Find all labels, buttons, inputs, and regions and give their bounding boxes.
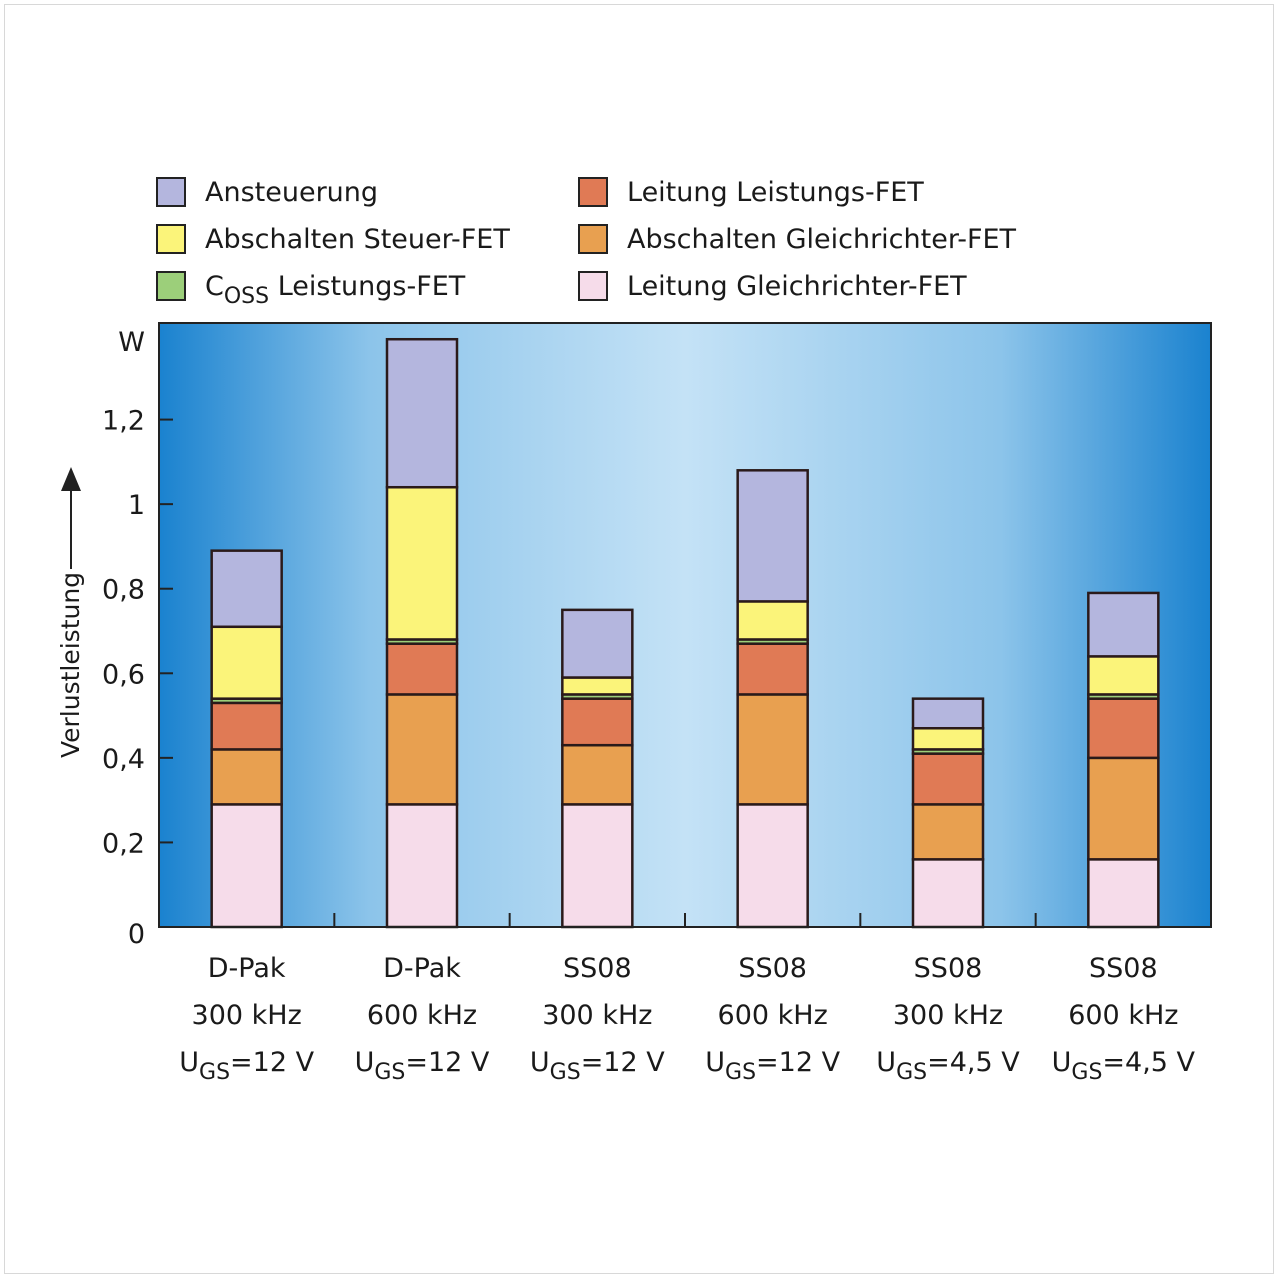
bar-segment-abschalten-steuer-fet xyxy=(561,676,634,696)
bar-segment-abschalten-gleichrichter-fet xyxy=(210,748,283,806)
x-tick-label: 600 kHz xyxy=(1068,1000,1178,1031)
y-axis-title: Verlustleistung xyxy=(56,467,85,758)
x-tick-label: D-Pak xyxy=(383,953,461,984)
bar-segment-abschalten-steuer-fet xyxy=(911,727,985,751)
bar-segment-leitung-gleichrichter-fet xyxy=(911,858,985,929)
bar-stack-4 xyxy=(736,469,809,929)
bar-segment-abschalten-gleichrichter-fet xyxy=(736,693,809,806)
y-tick-label: 0,4 xyxy=(102,744,145,775)
bar-segment-leitung-gleichrichter-fet xyxy=(210,803,283,929)
plot-area xyxy=(158,322,1212,928)
bar-stack-1 xyxy=(210,549,283,929)
bar-segment-ansteuerung xyxy=(385,337,459,489)
bar-segment-leitung-gleichrichter-fet xyxy=(561,803,634,929)
legend-label: Ansteuerung xyxy=(205,177,378,208)
y-axis-arrow-icon xyxy=(61,467,81,491)
y-tick-label: 0,2 xyxy=(102,828,145,859)
bar-segment-leitung-leistungs-fet xyxy=(1087,697,1160,760)
x-tick-label: 600 kHz xyxy=(367,1000,477,1031)
legend-item-abschalten-steuer-fet: Abschalten Steuer-FET xyxy=(156,224,510,255)
legend-item-abschalten-gleichrichter-fet: Abschalten Gleichrichter-FET xyxy=(578,224,1017,255)
x-tick-label: D-Pak xyxy=(208,953,286,984)
bar-stack-6 xyxy=(1087,591,1160,929)
y-unit-label: W xyxy=(118,327,145,358)
x-tick-label: SS08 xyxy=(1089,953,1158,984)
bar-segment-leitung-leistungs-fet xyxy=(561,697,634,747)
legend-swatch xyxy=(156,224,186,254)
x-tick-label: 600 kHz xyxy=(718,1000,828,1031)
legend-item-leitung-gleichrichter-fet: Leitung Gleichrichter-FET xyxy=(578,271,967,302)
bar-segment-abschalten-gleichrichter-fet xyxy=(385,693,459,806)
legend-item-ansteuerung: Ansteuerung xyxy=(156,177,378,208)
bar-segment-abschalten-steuer-fet xyxy=(385,485,459,641)
bar-stack-2 xyxy=(385,337,459,929)
legend-label: COSS Leistungs-FET xyxy=(205,271,466,309)
legend-label: Leitung Gleichrichter-FET xyxy=(627,271,967,302)
bar-segment-abschalten-steuer-fet xyxy=(1087,655,1160,696)
legend-item-coss-leistungs-fet: COSS Leistungs-FET xyxy=(156,271,466,309)
y-tick-label: 0 xyxy=(128,919,145,950)
x-tick-label: UGS=12 V xyxy=(179,1047,314,1085)
legend-label: Abschalten Gleichrichter-FET xyxy=(627,224,1017,255)
bar-segment-leitung-gleichrichter-fet xyxy=(1087,858,1160,929)
bar-segment-abschalten-gleichrichter-fet xyxy=(911,803,985,861)
legend-swatch xyxy=(578,271,608,301)
x-tick-label: UGS=12 V xyxy=(530,1047,665,1085)
legend-label: Abschalten Steuer-FET xyxy=(205,224,510,255)
bar-stack-5 xyxy=(911,697,985,929)
legend-item-leitung-leistungs-fet: Leitung Leistungs-FET xyxy=(578,177,924,208)
x-tick-label: 300 kHz xyxy=(542,1000,652,1031)
bar-segment-abschalten-steuer-fet xyxy=(736,600,809,641)
bar-segment-ansteuerung xyxy=(561,608,634,679)
legend-swatch xyxy=(156,177,186,207)
x-tick-label: 300 kHz xyxy=(192,1000,302,1031)
y-tick-label: 1,2 xyxy=(102,406,145,437)
x-tick-label: SS08 xyxy=(563,953,632,984)
axes: 0 0,2 0,4 0,6 0,8 1 1,2 W D-Pak 300 kHz UGS=12 V D-… xyxy=(56,327,1211,1085)
y-tick-label: 0,6 xyxy=(102,659,145,690)
legend-label: Leitung Leistungs-FET xyxy=(627,177,924,208)
chart-frame: Ansteuerung Abschalten Steuer-FET COSS Lei… xyxy=(4,4,1274,1274)
x-tick-label: 300 kHz xyxy=(893,1000,1003,1031)
bar-segment-abschalten-gleichrichter-fet xyxy=(1087,756,1160,861)
bar-segment-leitung-leistungs-fet xyxy=(911,752,985,806)
bar-segment-ansteuerung xyxy=(911,697,985,730)
bar-stack-3 xyxy=(561,608,634,929)
x-tick-label: UGS=12 V xyxy=(705,1047,840,1085)
legend: Ansteuerung Abschalten Steuer-FET COSS Lei… xyxy=(156,177,1017,309)
bar-segment-abschalten-gleichrichter-fet xyxy=(561,743,634,806)
bar-segment-leitung-leistungs-fet xyxy=(210,701,283,751)
y-tick-label: 1 xyxy=(128,490,145,521)
bar-segment-leitung-gleichrichter-fet xyxy=(385,803,459,929)
y-axis-label: Verlustleistung xyxy=(56,572,85,758)
x-tick-label: SS08 xyxy=(738,953,807,984)
x-tick-label: UGS=4,5 V xyxy=(876,1047,1020,1085)
x-tick-label: UGS=12 V xyxy=(355,1047,490,1085)
bar-segment-leitung-leistungs-fet xyxy=(385,642,459,696)
y-tick-label: 0,8 xyxy=(102,575,145,606)
x-tick-label: SS08 xyxy=(914,953,983,984)
legend-swatch xyxy=(578,224,608,254)
bar-segment-ansteuerung xyxy=(736,469,809,603)
legend-swatch xyxy=(156,271,186,301)
legend-swatch xyxy=(578,177,608,207)
bars xyxy=(210,337,1160,929)
bar-segment-ansteuerung xyxy=(1087,591,1160,658)
bar-segment-ansteuerung xyxy=(210,549,283,629)
bar-segment-leitung-gleichrichter-fet xyxy=(736,803,809,929)
bar-segment-leitung-leistungs-fet xyxy=(736,642,809,696)
x-tick-label: UGS=4,5 V xyxy=(1052,1047,1196,1085)
bar-segment-abschalten-steuer-fet xyxy=(210,625,283,700)
stacked-bar-chart: Ansteuerung Abschalten Steuer-FET COSS Lei… xyxy=(56,177,1212,1085)
